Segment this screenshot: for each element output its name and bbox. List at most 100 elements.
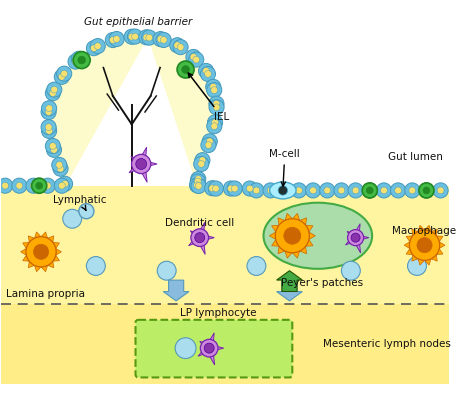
Circle shape <box>109 32 124 47</box>
Polygon shape <box>189 235 202 246</box>
Circle shape <box>405 183 420 198</box>
Circle shape <box>57 165 64 172</box>
Circle shape <box>231 185 238 192</box>
Text: Gut epithelial barrier: Gut epithelial barrier <box>84 17 192 27</box>
Polygon shape <box>412 229 418 236</box>
Polygon shape <box>49 36 217 186</box>
Circle shape <box>40 178 55 193</box>
Polygon shape <box>56 248 62 255</box>
Circle shape <box>58 73 65 80</box>
Circle shape <box>408 256 427 275</box>
Polygon shape <box>418 259 425 265</box>
Polygon shape <box>209 344 224 352</box>
Polygon shape <box>292 213 300 220</box>
Circle shape <box>195 233 205 243</box>
Circle shape <box>201 137 216 152</box>
Circle shape <box>30 182 37 189</box>
Circle shape <box>186 49 201 64</box>
Circle shape <box>410 230 440 260</box>
Polygon shape <box>431 229 437 236</box>
Circle shape <box>71 51 86 66</box>
Ellipse shape <box>270 182 296 199</box>
Circle shape <box>146 34 153 41</box>
Circle shape <box>275 219 310 253</box>
Polygon shape <box>300 218 307 225</box>
Circle shape <box>366 187 373 194</box>
Circle shape <box>419 183 434 198</box>
Polygon shape <box>425 225 431 231</box>
Text: Peyer's patches: Peyer's patches <box>282 278 364 288</box>
Circle shape <box>203 68 210 74</box>
Circle shape <box>338 187 345 194</box>
Circle shape <box>41 120 56 135</box>
Circle shape <box>253 187 260 194</box>
Polygon shape <box>272 240 279 246</box>
Polygon shape <box>48 236 54 243</box>
Polygon shape <box>300 246 307 254</box>
Circle shape <box>156 32 171 47</box>
Circle shape <box>142 30 157 45</box>
Polygon shape <box>277 271 302 292</box>
Circle shape <box>199 63 214 79</box>
Circle shape <box>198 161 205 167</box>
Circle shape <box>2 182 9 189</box>
Text: M-cell: M-cell <box>269 149 300 186</box>
Circle shape <box>32 178 47 193</box>
Polygon shape <box>285 251 292 258</box>
Text: Macrophage: Macrophage <box>392 226 456 236</box>
Circle shape <box>310 187 317 194</box>
Circle shape <box>211 123 218 130</box>
Polygon shape <box>1 304 449 384</box>
Text: IEL: IEL <box>188 73 229 122</box>
Circle shape <box>49 143 56 149</box>
Polygon shape <box>431 255 437 261</box>
Polygon shape <box>1 11 449 384</box>
Circle shape <box>205 71 211 77</box>
Circle shape <box>211 87 218 94</box>
Polygon shape <box>425 259 431 265</box>
Circle shape <box>199 157 206 164</box>
Circle shape <box>206 79 221 94</box>
Circle shape <box>36 182 43 189</box>
Polygon shape <box>35 232 41 238</box>
Circle shape <box>109 37 116 43</box>
Circle shape <box>433 183 448 198</box>
Polygon shape <box>190 231 202 241</box>
Text: Dendritic cell: Dendritic cell <box>165 218 234 228</box>
Circle shape <box>205 142 212 149</box>
Circle shape <box>105 32 120 48</box>
Text: Mesenteric lymph nodes: Mesenteric lymph nodes <box>322 339 450 349</box>
Circle shape <box>182 66 190 73</box>
Circle shape <box>381 187 387 194</box>
Circle shape <box>128 33 135 40</box>
Polygon shape <box>404 242 410 248</box>
Circle shape <box>157 36 164 43</box>
Circle shape <box>306 183 320 198</box>
Polygon shape <box>137 163 147 182</box>
Circle shape <box>277 183 292 198</box>
Polygon shape <box>356 234 369 241</box>
Circle shape <box>58 182 65 189</box>
Circle shape <box>153 32 168 47</box>
Circle shape <box>86 41 101 56</box>
Circle shape <box>55 178 69 193</box>
Polygon shape <box>28 261 35 268</box>
Circle shape <box>207 83 222 98</box>
Polygon shape <box>41 232 47 238</box>
Circle shape <box>191 179 206 194</box>
Text: Lymphatic: Lymphatic <box>54 195 107 210</box>
Polygon shape <box>21 248 27 255</box>
Circle shape <box>78 56 85 64</box>
Circle shape <box>61 70 68 77</box>
Polygon shape <box>198 345 211 356</box>
Polygon shape <box>347 231 357 240</box>
Polygon shape <box>406 236 413 242</box>
Circle shape <box>0 178 13 193</box>
Circle shape <box>284 227 301 244</box>
Circle shape <box>62 181 68 187</box>
Circle shape <box>348 183 363 198</box>
Circle shape <box>12 178 27 193</box>
Circle shape <box>34 244 49 260</box>
Circle shape <box>49 90 56 96</box>
Circle shape <box>417 238 432 253</box>
